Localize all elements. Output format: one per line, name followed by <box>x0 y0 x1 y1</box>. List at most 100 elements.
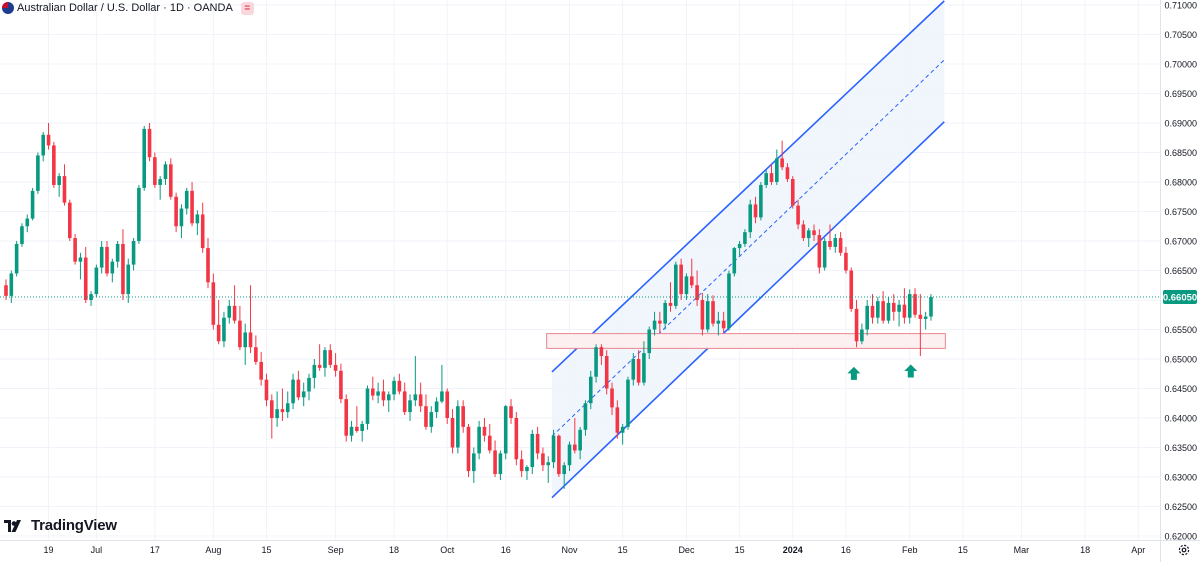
candle-down <box>541 447 545 472</box>
candle-body <box>509 406 513 418</box>
price-tick-label: 0.68500 <box>1164 148 1197 158</box>
candle-up <box>626 376 630 430</box>
candle-body <box>668 302 673 306</box>
candle-up <box>588 370 593 410</box>
candle-body <box>716 320 721 324</box>
time-tick-label: Aug <box>205 545 221 555</box>
candle-down <box>466 423 471 477</box>
candle-down <box>493 440 497 477</box>
candle-up <box>94 264 99 298</box>
candle-body <box>89 294 93 300</box>
time-tick-label: 19 <box>44 545 54 555</box>
au-flag-icon <box>2 2 14 14</box>
candle-up <box>472 447 476 483</box>
candle-body <box>227 305 232 318</box>
price-axis[interactable]: 0.71000 0.70500 0.70000 0.69500 0.69000 0.685… <box>1164 1 1197 542</box>
candle-down <box>817 229 822 274</box>
candle-up <box>886 297 891 324</box>
candle-body <box>636 359 641 383</box>
candle-down <box>689 258 694 289</box>
candle-up <box>349 420 354 442</box>
candle-body <box>20 226 24 244</box>
candle-body <box>844 252 848 271</box>
candle-down <box>371 376 375 401</box>
candle-down <box>174 192 178 233</box>
candle-up <box>642 341 646 386</box>
candle-body <box>206 248 210 283</box>
time-axis[interactable]: 19 Jul 17 Aug 15 Sep 18 Oct 16 Nov 15 Dec 15 2024 16 Fe… <box>44 545 1146 555</box>
candle-up <box>440 364 444 404</box>
candle-body <box>822 241 827 268</box>
candle-up <box>142 125 147 191</box>
candle-body <box>477 426 481 454</box>
candle-down <box>333 353 338 377</box>
up-arrow-icon[interactable] <box>904 364 918 378</box>
candle-down <box>870 294 875 324</box>
support-zone[interactable] <box>546 333 946 349</box>
candle-body <box>168 164 173 197</box>
equals-badge-icon[interactable]: = <box>240 1 254 15</box>
candle-down <box>695 270 699 306</box>
candle-down <box>254 335 258 365</box>
candle-up <box>163 161 168 185</box>
candle-body <box>604 356 609 389</box>
candle-body <box>599 347 604 357</box>
candle-body <box>418 394 423 407</box>
candle-up <box>775 149 779 185</box>
tradingview-logo[interactable]: TradingView <box>4 517 117 534</box>
candle-body <box>179 208 184 227</box>
candle-down <box>769 164 774 185</box>
candle-body <box>514 418 519 460</box>
candle-down <box>844 246 848 274</box>
candle-body <box>408 400 412 413</box>
candle-body <box>546 462 551 466</box>
candle-body <box>41 134 46 156</box>
candle-down <box>200 202 205 253</box>
time-tick-label: 15 <box>618 545 628 555</box>
channel-upper-line[interactable] <box>551 0 945 373</box>
price-tick-label: 0.68000 <box>1164 178 1197 188</box>
candle-body <box>679 264 683 295</box>
candle-down <box>838 232 843 256</box>
candle-down <box>615 400 620 439</box>
candle-down <box>514 412 519 466</box>
candle-body <box>833 238 838 247</box>
candle-down <box>238 305 242 351</box>
candle-body <box>216 324 221 342</box>
time-tick-label: Dec <box>678 545 695 555</box>
candle-up <box>312 359 317 389</box>
candle-body <box>785 167 790 180</box>
symbol-title[interactable]: Australian Dollar / U.S. Dollar · 1D · O… <box>17 2 233 14</box>
price-tick-label: 0.63000 <box>1164 473 1197 483</box>
price-tick-label: 0.67500 <box>1164 207 1197 217</box>
candle-up <box>594 344 598 383</box>
candle-body <box>923 316 928 319</box>
candle-up <box>647 326 652 359</box>
candle-up <box>275 391 279 427</box>
candle-body <box>424 406 428 427</box>
candle-body <box>886 302 891 321</box>
candle-down <box>679 258 683 300</box>
candle-body <box>52 145 56 185</box>
settings-gear-icon[interactable] <box>1177 543 1191 557</box>
candle-up <box>477 420 481 460</box>
candle-up <box>674 261 678 309</box>
candle-body <box>254 347 258 362</box>
candle-body <box>301 391 306 398</box>
candle-up <box>110 258 115 283</box>
up-arrow-icon[interactable] <box>847 366 861 380</box>
candle-down <box>206 238 210 289</box>
candle-body <box>158 179 162 185</box>
time-tick-label: Nov <box>561 545 578 555</box>
candle-up <box>89 291 93 306</box>
support-zone-rect[interactable] <box>546 333 946 349</box>
candle-body <box>519 459 524 472</box>
candle-up <box>503 405 508 460</box>
time-tick-label: 15 <box>261 545 271 555</box>
arrow-markers[interactable] <box>847 364 918 380</box>
candle-down <box>487 423 492 454</box>
candle-down <box>918 294 923 357</box>
candle-body <box>184 190 189 209</box>
